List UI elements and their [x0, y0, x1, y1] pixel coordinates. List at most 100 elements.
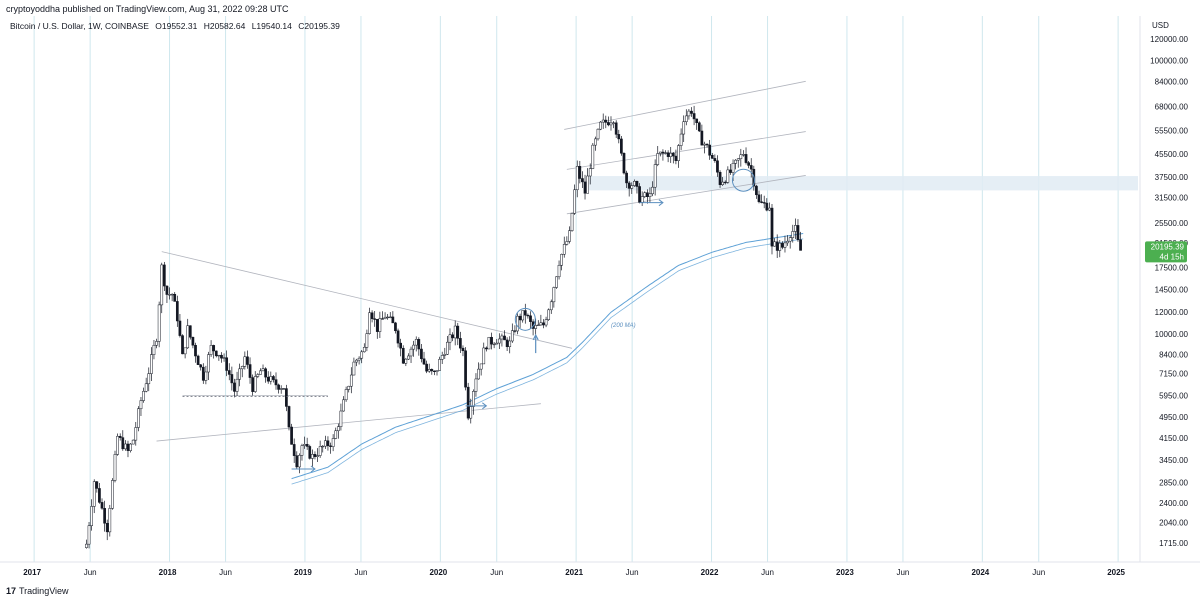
- candle-23: [144, 377, 148, 393]
- candle-body-99: [342, 399, 345, 412]
- candle-body-79: [290, 426, 293, 445]
- candle-body-23: [144, 383, 148, 392]
- candle-109: [368, 307, 371, 335]
- candle-128: [417, 337, 421, 356]
- covid-arrow-head-icon: [482, 402, 488, 410]
- candle-42: [194, 342, 197, 363]
- moving-average-200: (200 MA): [291, 233, 804, 485]
- candles[interactable]: [85, 105, 802, 549]
- candle-251: [736, 158, 740, 168]
- candle-234: [692, 105, 696, 126]
- candle-130: [422, 351, 426, 365]
- candle-body-18: [131, 439, 135, 445]
- candle-69: [264, 367, 267, 383]
- candle-115: [383, 312, 387, 320]
- candle-body-30: [162, 264, 166, 287]
- tradingview-footer[interactable]: 17 TradingView: [6, 586, 69, 596]
- candle-240: [708, 139, 712, 160]
- candle-body-202: [609, 122, 613, 126]
- time-axis[interactable]: 2017 Jun 2018 Jun 2019 Jun 2020 Jun 2021 Jun 2022 J…: [23, 568, 1125, 577]
- candle-body-248: [729, 169, 732, 173]
- candle-6: [100, 498, 104, 510]
- candle-body-271: [788, 237, 792, 242]
- candle-body-53: [222, 357, 226, 359]
- candle-body-117: [388, 316, 392, 318]
- candle-114: [381, 311, 384, 320]
- candle-body-110: [370, 312, 374, 319]
- candle-body-116: [386, 316, 390, 319]
- price-tick-20: 2850.00: [1159, 479, 1188, 488]
- candle-157: [492, 341, 496, 349]
- candle-242: [713, 154, 717, 163]
- candle-239: [705, 143, 709, 148]
- candle-body-122: [401, 347, 405, 364]
- candle-body-152: [479, 363, 483, 370]
- candle-body-118: [391, 316, 395, 324]
- candle-body-186: [568, 230, 571, 242]
- candle-body-260: [760, 201, 763, 203]
- candle-133: [430, 368, 434, 375]
- candle-248: [729, 164, 732, 175]
- candle-97: [336, 423, 340, 439]
- price-axis[interactable]: USD 120000.00 100000.00 84000.00 68000.00 55…: [1150, 21, 1188, 548]
- candle-150: [474, 373, 478, 397]
- candle-body-64: [251, 377, 254, 392]
- candle-body-221: [658, 151, 662, 154]
- candle-252: [739, 148, 743, 167]
- candle-body-61: [243, 356, 247, 367]
- candle-body-88: [313, 454, 317, 457]
- candle-body-75: [279, 388, 283, 390]
- candle-72: [272, 374, 275, 383]
- candle-244: [718, 170, 722, 188]
- candle-56: [230, 366, 234, 391]
- candle-body-47: [207, 354, 210, 373]
- candle-152: [479, 363, 483, 376]
- candle-body-231: [684, 115, 688, 122]
- candle-77: [285, 384, 288, 412]
- candle-121: [399, 338, 403, 357]
- candle-99: [342, 396, 345, 412]
- candle-60: [240, 365, 244, 378]
- candle-74: [277, 383, 280, 394]
- candle-253: [742, 150, 745, 157]
- candle-body-21: [139, 400, 143, 410]
- candle-body-49: [212, 345, 216, 352]
- candle-body-216: [645, 192, 649, 197]
- candle-266: [775, 234, 779, 258]
- candle-body-173: [534, 325, 538, 329]
- price-tick-16: 5950.00: [1159, 391, 1188, 400]
- candle-202: [609, 116, 613, 131]
- candle-body-164: [510, 330, 514, 342]
- candle-149: [472, 389, 475, 415]
- candle-230: [682, 115, 686, 142]
- candle-104: [355, 358, 358, 367]
- candle-166: [516, 313, 519, 335]
- candle-101: [347, 385, 351, 393]
- time-tick-10: 2022: [701, 568, 719, 577]
- time-tick-8: 2021: [565, 568, 583, 577]
- candle-body-36: [178, 320, 182, 336]
- candle-body-182: [557, 264, 561, 278]
- candle-body-15: [124, 443, 127, 450]
- candle-261: [762, 195, 766, 209]
- candle-225: [669, 146, 673, 163]
- candle-223: [664, 150, 667, 155]
- candle-body-246: [723, 181, 727, 184]
- candle-body-114: [381, 318, 384, 320]
- candle-267: [778, 240, 782, 258]
- candle-body-267: [778, 242, 782, 251]
- trendline-1: [161, 251, 573, 349]
- candle-body-212: [635, 181, 639, 187]
- candle-168: [521, 310, 525, 323]
- candle-body-54: [225, 357, 229, 371]
- candle-body-181: [555, 276, 558, 288]
- candle-119: [394, 321, 397, 334]
- candle-body-198: [599, 121, 602, 130]
- candle-259: [757, 190, 761, 204]
- open-value: O19552.31: [155, 21, 198, 31]
- candle-100: [344, 386, 348, 402]
- candle-body-134: [433, 370, 436, 372]
- last-price-label: 20195.39: [1151, 242, 1185, 251]
- candle-131: [425, 360, 428, 374]
